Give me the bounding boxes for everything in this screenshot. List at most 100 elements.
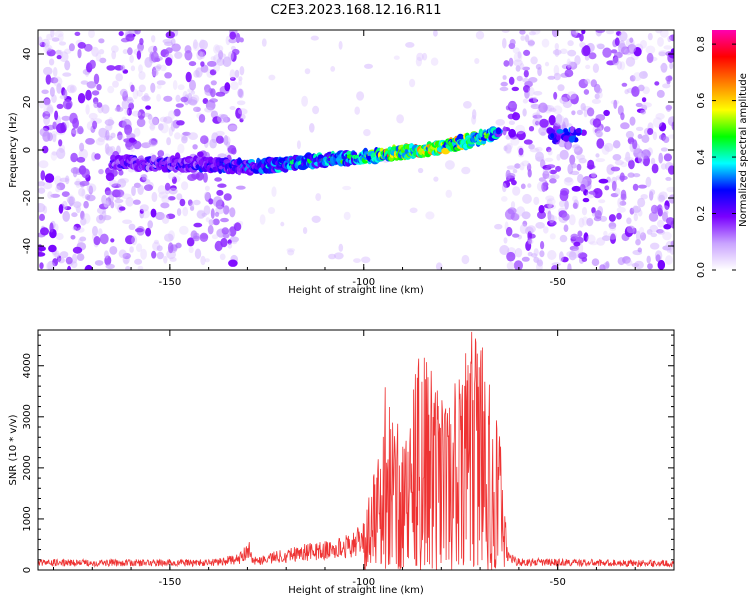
noise-speckle <box>422 52 428 61</box>
noise-speckle <box>160 123 169 134</box>
noise-speckle <box>50 193 61 198</box>
noise-speckle <box>637 134 643 139</box>
noise-speckle <box>137 184 144 195</box>
noise-speckle <box>74 31 81 36</box>
noise-speckle <box>628 43 637 53</box>
noise-speckle <box>43 98 51 107</box>
noise-speckle <box>235 185 246 190</box>
noise-speckle <box>627 172 635 178</box>
noise-speckle <box>136 118 146 128</box>
noise-speckle <box>125 197 134 207</box>
y-tick-label: 1000 <box>22 506 33 531</box>
noise-speckle <box>95 137 105 146</box>
noise-speckle <box>612 56 620 66</box>
noise-speckle <box>76 227 85 233</box>
noise-speckle <box>222 205 230 215</box>
noise-speckle <box>132 88 139 100</box>
blob-cell <box>575 128 582 134</box>
noise-speckle <box>566 58 571 69</box>
noise-speckle <box>553 121 564 127</box>
noise-speckle <box>109 246 118 255</box>
noise-speckle <box>527 237 532 245</box>
noise-speckle <box>39 41 46 48</box>
noise-speckle <box>461 254 470 265</box>
noise-speckle <box>504 209 515 220</box>
noise-speckle <box>98 228 103 237</box>
noise-speckle <box>114 199 120 210</box>
noise-speckle <box>105 263 115 270</box>
noise-speckle <box>175 94 181 103</box>
noise-speckle <box>130 145 135 153</box>
noise-speckle <box>510 136 520 146</box>
noise-speckle <box>338 243 344 252</box>
noise-speckle <box>236 100 246 106</box>
noise-speckle <box>662 245 672 251</box>
blob-cell <box>550 133 555 139</box>
noise-speckle <box>210 88 216 98</box>
noise-speckle <box>167 110 176 120</box>
noise-speckle <box>595 130 603 138</box>
noise-speckle <box>663 223 672 230</box>
noise-speckle <box>647 263 653 270</box>
noise-speckle <box>220 217 229 223</box>
noise-speckle <box>538 126 548 136</box>
noise-speckle <box>197 151 204 158</box>
noise-speckle <box>109 179 118 187</box>
noise-speckle <box>586 107 595 117</box>
noise-speckle <box>176 208 182 217</box>
noise-speckle <box>67 196 76 205</box>
noise-speckle <box>522 66 530 71</box>
noise-speckle <box>533 196 540 206</box>
noise-speckle <box>213 44 221 54</box>
noise-speckle <box>219 253 226 261</box>
noise-speckle <box>505 142 513 150</box>
noise-speckle <box>94 260 104 266</box>
noise-speckle <box>532 114 543 119</box>
noise-speckle <box>541 38 550 48</box>
noise-speckle <box>505 169 511 181</box>
noise-speckle <box>499 86 509 92</box>
noise-speckle <box>222 116 228 123</box>
colorbar-tick-label: 0.8 <box>696 36 707 52</box>
noise-speckle <box>207 225 214 235</box>
noise-speckle <box>619 61 626 71</box>
noise-speckle <box>200 135 209 145</box>
noise-speckle <box>40 170 46 181</box>
noise-speckle <box>61 191 70 198</box>
noise-speckle <box>409 207 418 214</box>
noise-speckle <box>475 30 485 40</box>
blob-cell <box>556 135 561 141</box>
noise-speckle <box>665 255 673 265</box>
noise-speckle <box>521 160 530 167</box>
noise-speckle <box>502 126 507 136</box>
noise-speckle <box>513 52 523 62</box>
noise-speckle <box>110 238 115 243</box>
noise-speckle <box>501 30 510 33</box>
noise-speckle <box>547 250 557 260</box>
noise-speckle <box>228 259 238 267</box>
noise-speckle <box>646 229 653 235</box>
noise-speckle <box>204 107 214 113</box>
noise-speckle <box>98 38 105 44</box>
noise-speckle <box>517 51 522 59</box>
noise-speckle <box>227 51 234 61</box>
noise-speckle <box>659 30 669 38</box>
noise-speckle <box>57 257 65 264</box>
noise-speckle <box>202 172 208 183</box>
noise-speckle <box>86 81 97 89</box>
noise-speckle <box>354 106 361 115</box>
noise-speckle <box>531 30 541 35</box>
noise-speckle <box>99 57 107 64</box>
noise-speckle <box>216 57 225 66</box>
noise-speckle <box>67 265 72 270</box>
noise-speckle <box>564 200 569 210</box>
noise-speckle <box>584 78 591 85</box>
noise-speckle <box>137 265 144 270</box>
noise-speckle <box>42 111 51 120</box>
noise-speckle <box>58 139 63 147</box>
noise-speckle <box>47 132 53 142</box>
noise-speckle <box>143 93 149 100</box>
noise-speckle <box>539 118 549 128</box>
noise-speckle <box>333 252 344 260</box>
noise-speckle <box>511 112 521 121</box>
